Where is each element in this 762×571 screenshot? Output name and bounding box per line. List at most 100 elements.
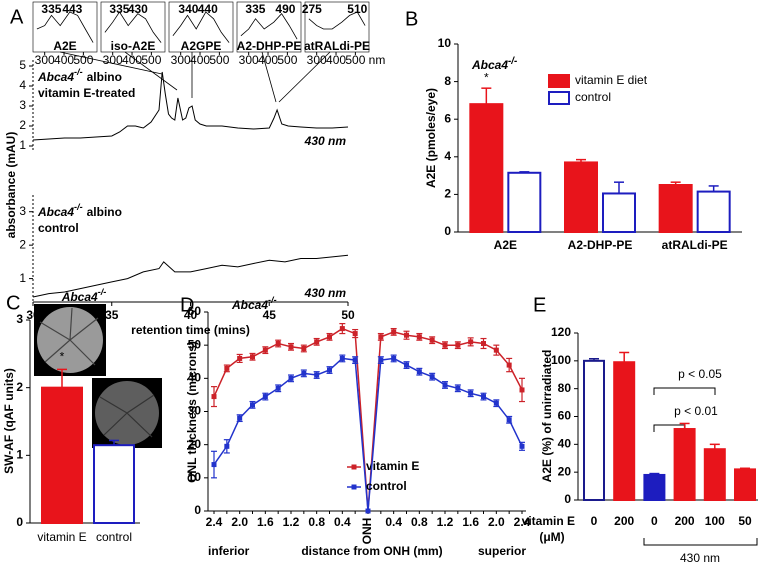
y-tick-label: 40 bbox=[558, 437, 572, 451]
inset-frame bbox=[304, 1, 370, 53]
peak-label: 510 bbox=[347, 2, 367, 16]
inset-tick-label: 500 bbox=[209, 53, 229, 67]
x-tick-label: 35 bbox=[105, 308, 119, 322]
marker bbox=[416, 334, 422, 340]
bar bbox=[602, 192, 636, 234]
inset-tick-label: 300 bbox=[35, 53, 55, 67]
y-tick-label: 3 bbox=[19, 98, 26, 112]
inset-tick-label: 500 bbox=[277, 53, 297, 67]
x-tick-label: 1.2 bbox=[283, 515, 300, 529]
significance: * bbox=[484, 70, 489, 84]
peak-label: 335 bbox=[245, 2, 265, 16]
genotype: -/- bbox=[268, 295, 277, 305]
arrow bbox=[59, 51, 163, 75]
marker bbox=[275, 341, 281, 347]
x-tick-label: 1.2 bbox=[437, 515, 454, 529]
y-tick-label: 3 bbox=[16, 312, 23, 326]
marker bbox=[301, 370, 307, 376]
inset-frame bbox=[236, 1, 302, 53]
legend-label: control bbox=[366, 479, 407, 493]
strain-label: Abca4-/- bbox=[231, 295, 277, 312]
y-tick-label: 4 bbox=[444, 149, 451, 163]
strain: Abca4 bbox=[37, 70, 74, 84]
marker bbox=[429, 374, 435, 380]
inset-unit: nm bbox=[369, 53, 386, 67]
wavelength: 430 nm bbox=[304, 134, 347, 148]
y-tick-label: 0 bbox=[16, 515, 23, 529]
marker bbox=[493, 400, 499, 406]
peak-label: 490 bbox=[275, 2, 295, 16]
arrow bbox=[278, 51, 331, 103]
marker bbox=[314, 339, 320, 345]
y-tick-label: 10 bbox=[438, 36, 452, 50]
strain: Abca4 bbox=[231, 298, 268, 312]
x-tick-label: 200 bbox=[675, 514, 695, 528]
peak-label: 443 bbox=[62, 2, 82, 16]
marker bbox=[416, 369, 422, 375]
bar bbox=[734, 468, 756, 501]
panel-letter: C bbox=[6, 292, 20, 314]
strain-label: Abca4-/- bbox=[61, 287, 107, 304]
y-axis-label: absorbance (mAU) bbox=[4, 132, 18, 239]
x-tick-label: A2-DHP-PE bbox=[568, 238, 633, 252]
y-tick-label: 20 bbox=[558, 464, 572, 478]
marker bbox=[262, 394, 268, 400]
peak-label: 430 bbox=[128, 2, 148, 16]
vessels bbox=[39, 307, 99, 366]
strain-label: Abca4-/- bbox=[471, 56, 517, 73]
bar bbox=[613, 361, 636, 501]
marker bbox=[288, 375, 294, 381]
x-axis-label-left: inferior bbox=[208, 544, 250, 558]
vessels bbox=[99, 394, 155, 438]
x-tick-label: control bbox=[96, 530, 132, 544]
inset-name: iso-A2E bbox=[111, 39, 156, 53]
y-tick-label: 3 bbox=[19, 204, 26, 218]
x-tick-label: 2.0 bbox=[231, 515, 248, 529]
trace bbox=[32, 71, 349, 141]
spectrum bbox=[172, 11, 230, 43]
peak-label: 335 bbox=[41, 2, 61, 16]
marker bbox=[519, 443, 525, 449]
inset-name: A2GPE bbox=[181, 39, 222, 53]
y-tick-label: 2 bbox=[16, 380, 23, 394]
legend-swatch bbox=[548, 74, 570, 88]
significance: * bbox=[60, 350, 65, 364]
spectrum bbox=[36, 11, 94, 43]
y-axis-label: A2E (pmoles/eye) bbox=[424, 88, 438, 188]
category-title: vitamin E bbox=[522, 514, 575, 528]
category-title: (μM) bbox=[539, 530, 564, 544]
strain-line: albino bbox=[87, 205, 122, 219]
x-tick-label: 100 bbox=[705, 514, 725, 528]
x-tick-label: 0 bbox=[651, 514, 658, 528]
y-axis-label: ONL thickness (microns) bbox=[185, 341, 199, 483]
strain: Abca4 bbox=[61, 290, 98, 304]
marker bbox=[275, 385, 281, 391]
legend-label: vitamin E bbox=[366, 459, 419, 473]
y-tick-label: 120 bbox=[551, 325, 571, 339]
x-tick-label: 0 bbox=[591, 514, 598, 528]
peak-label: 340 bbox=[178, 2, 198, 16]
y-axis-label: SW-AF (qAF units) bbox=[2, 368, 16, 474]
fundus-images bbox=[34, 304, 162, 448]
marker bbox=[506, 417, 512, 423]
x-axis-label: retention time (mins) bbox=[131, 323, 250, 337]
marker bbox=[481, 341, 486, 347]
arrows bbox=[59, 51, 331, 103]
marker bbox=[224, 443, 230, 449]
marker bbox=[339, 326, 345, 332]
marker bbox=[429, 337, 435, 343]
marker bbox=[391, 329, 397, 335]
x-tick-label: 2.4 bbox=[206, 515, 223, 529]
marker bbox=[288, 344, 294, 350]
marker bbox=[211, 394, 217, 400]
inset-tick-label: 300 bbox=[103, 53, 123, 67]
inset-frame bbox=[100, 1, 166, 53]
marker bbox=[481, 394, 486, 400]
peak-label: 275 bbox=[302, 2, 322, 16]
marker bbox=[391, 355, 397, 361]
y-axis-label: A2E (%) of unirradiated bbox=[540, 350, 554, 483]
bar bbox=[469, 103, 504, 233]
y-tick-label: 0 bbox=[194, 503, 201, 517]
marker bbox=[493, 347, 499, 353]
marker bbox=[339, 355, 345, 361]
